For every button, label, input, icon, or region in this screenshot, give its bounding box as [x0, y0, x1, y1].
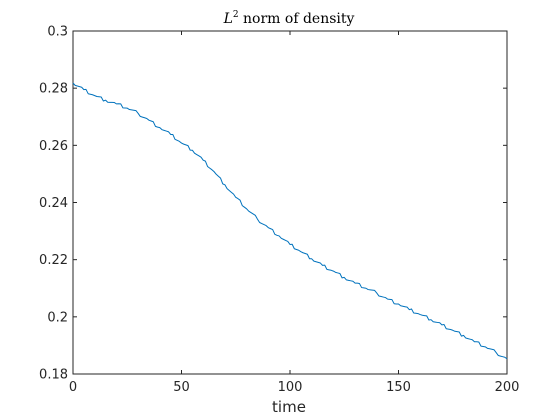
x-tick-label: 50: [173, 380, 190, 395]
y-tick-label: 0.26: [39, 139, 68, 154]
x-tick-label: 150: [386, 380, 411, 395]
y-tick-label: 0.2: [47, 310, 68, 325]
chart-title: L2 norm of density: [223, 10, 355, 27]
y-tick-label: 0.24: [39, 196, 68, 211]
chart-title-text: norm of density: [239, 11, 355, 27]
y-tick-label: 0.28: [39, 82, 68, 97]
plot-frame: [72, 30, 508, 375]
chart-title-superscript: 2: [233, 10, 239, 20]
y-tick-label: 0.22: [39, 253, 68, 268]
ticks-layer: 0 50 100 150 200 0.18 0.2 0.22 0.24 0.26 0.28 0.3: [39, 25, 519, 396]
plot-area: 0 50 100 150 200 0.18 0.2 0.22 0.24 0.26 0.28 0.3: [39, 25, 519, 396]
y-tick-label: 0.3: [47, 25, 68, 40]
x-axis-label: time: [272, 398, 306, 416]
x-tick-label: 200: [495, 380, 520, 395]
chart-title-symbol: L: [223, 11, 233, 27]
series-line: [72, 82, 508, 360]
y-tick-label: 0.18: [39, 368, 68, 383]
x-tick-label: 100: [278, 380, 303, 395]
x-tick-label: 0: [69, 380, 77, 395]
